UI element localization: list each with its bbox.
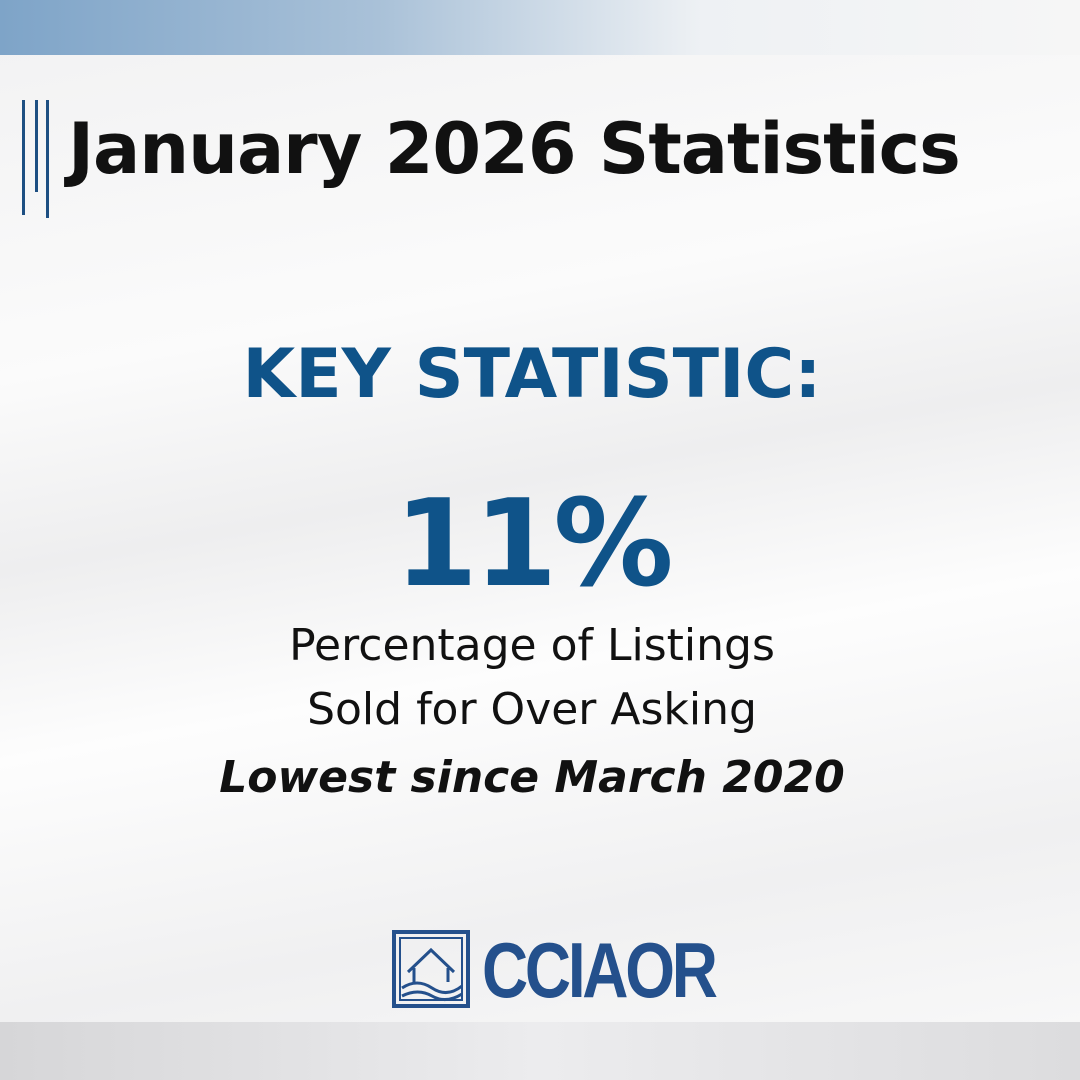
accent-line <box>35 100 38 192</box>
accent-line <box>46 100 49 218</box>
bottom-bar <box>0 1022 1080 1080</box>
key-label: KEY STATISTIC: <box>242 335 822 414</box>
logo-text: CCIAOR <box>482 926 718 1014</box>
logo-icon <box>392 930 470 1008</box>
title: January 2026 Statistics <box>68 108 961 190</box>
accent-line <box>22 100 25 215</box>
description: Percentage of Listings <box>289 620 775 671</box>
top-bar <box>0 0 1080 55</box>
note: Lowest since March 2020 <box>219 752 845 803</box>
description: Sold for Over Asking <box>307 684 757 735</box>
key-value: 11% <box>394 475 673 614</box>
